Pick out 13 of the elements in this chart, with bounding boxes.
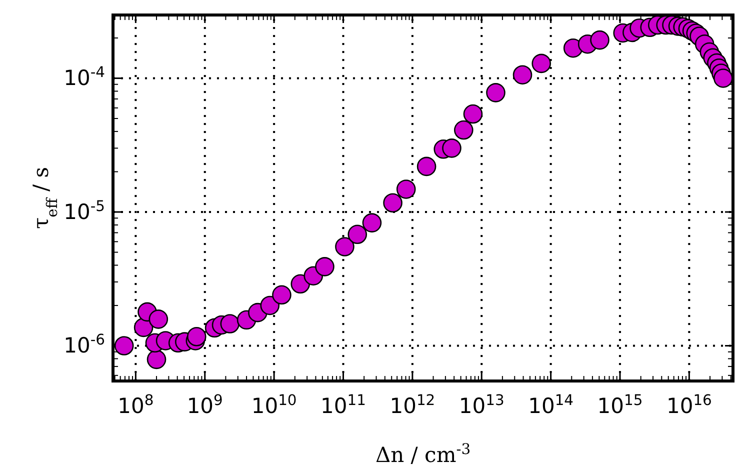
x-tick-label: 10$^{16}$ xyxy=(666,392,712,418)
y-tick-label: 10$^{-4}$ xyxy=(64,64,105,90)
y-tick-label: 10$^{-5}$ xyxy=(64,197,105,224)
x-tick-label: 10$^{8}$ xyxy=(118,392,154,418)
x-tick-label: 10$^{12}$ xyxy=(390,392,436,418)
x-axis-title: Δn / cm$^{-3}$ xyxy=(375,440,471,467)
x-tick-label: 10$^{13}$ xyxy=(458,392,504,418)
x-tick-label: 10$^{11}$ xyxy=(320,392,366,418)
x-tick-label: 10$^{15}$ xyxy=(597,392,643,418)
x-tick-label: 10$^{10}$ xyxy=(251,392,297,418)
x-tick-label: 10$^{14}$ xyxy=(528,392,574,418)
y-tick-label: 10$^{-6}$ xyxy=(64,331,105,358)
x-tick-label: 10$^{9}$ xyxy=(186,392,223,418)
